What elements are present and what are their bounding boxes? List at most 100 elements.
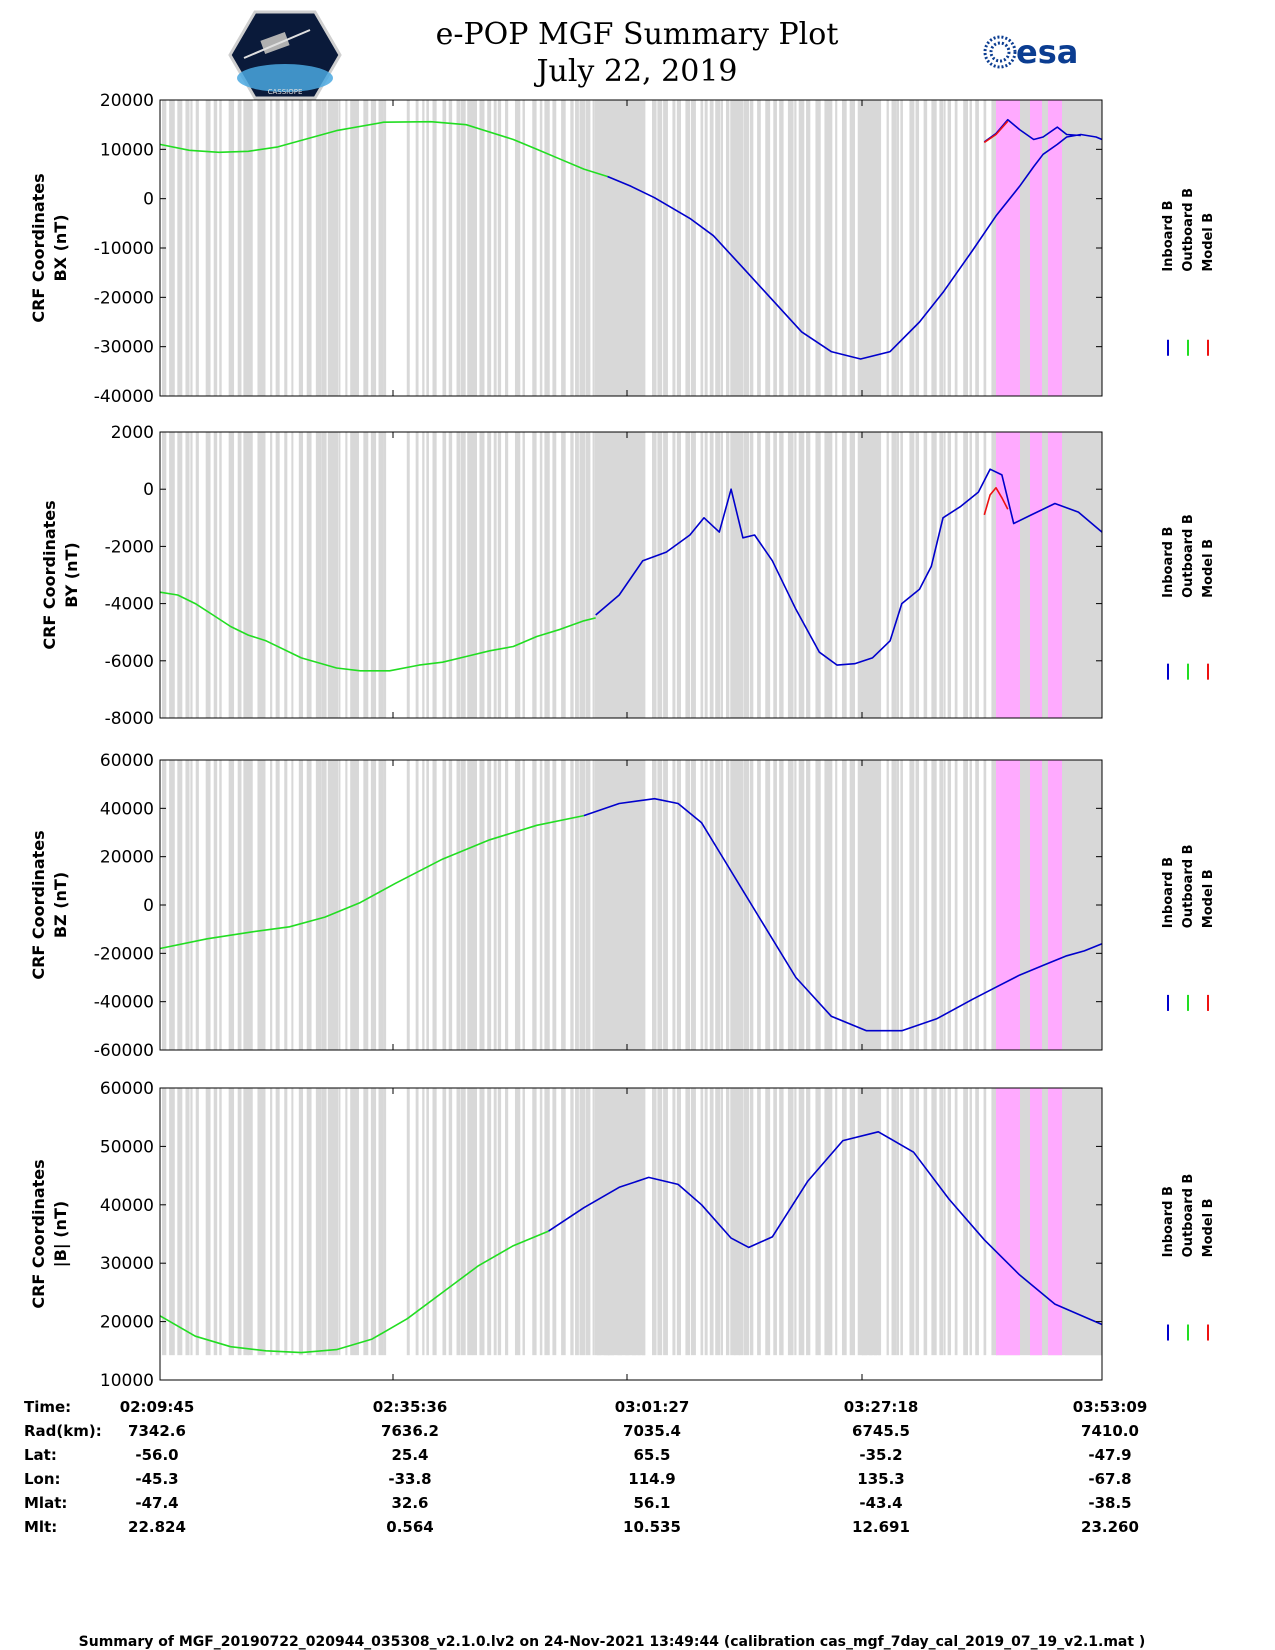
grey-stripe bbox=[306, 432, 312, 718]
grey-stripe bbox=[720, 760, 724, 1050]
grey-stripe bbox=[685, 760, 690, 1050]
grey-stripe bbox=[954, 760, 958, 1050]
table-cell: -67.8 bbox=[1088, 1470, 1131, 1488]
table-cell: -33.8 bbox=[388, 1470, 431, 1488]
grey-stripe bbox=[350, 100, 356, 396]
grey-stripe bbox=[532, 1088, 537, 1356]
time-tick-label: 03:53:09 bbox=[1073, 1398, 1148, 1416]
grey-stripe bbox=[954, 1088, 958, 1356]
grey-band bbox=[862, 432, 880, 718]
grey-stripe bbox=[315, 760, 322, 1050]
pink-band bbox=[996, 760, 1020, 1050]
grey-stripe bbox=[915, 760, 920, 1050]
grey-stripe bbox=[709, 100, 714, 396]
grey-stripe bbox=[743, 1088, 750, 1356]
grey-stripe bbox=[657, 432, 663, 718]
grey-stripe bbox=[257, 432, 263, 718]
grey-stripe bbox=[479, 432, 485, 718]
plot-title: e-POP MGF Summary Plot bbox=[436, 17, 839, 52]
grey-stripe bbox=[185, 760, 190, 1050]
grey-stripe bbox=[315, 432, 322, 718]
grey-stripe bbox=[321, 432, 327, 718]
grey-stripe bbox=[345, 760, 348, 1050]
grey-stripe bbox=[651, 1088, 657, 1356]
grey-stripe bbox=[298, 1088, 304, 1356]
grey-stripe bbox=[663, 1088, 668, 1356]
grey-stripe bbox=[467, 100, 473, 396]
y-tick-label: -8000 bbox=[105, 709, 154, 729]
grey-stripe bbox=[835, 100, 838, 396]
grey-stripe bbox=[931, 100, 937, 396]
grey-stripe bbox=[169, 432, 175, 718]
grey-stripe bbox=[939, 432, 944, 718]
grey-stripe bbox=[378, 100, 383, 396]
grey-stripe bbox=[579, 100, 586, 396]
table-cell: 7410.0 bbox=[1081, 1422, 1139, 1440]
grey-stripe bbox=[700, 432, 704, 718]
grey-stripe bbox=[849, 432, 856, 718]
table-cell: -47.9 bbox=[1088, 1446, 1131, 1464]
grey-stripe bbox=[355, 760, 359, 1050]
grey-stripe bbox=[243, 760, 249, 1050]
grey-stripe bbox=[205, 1088, 211, 1356]
grey-stripe bbox=[493, 432, 497, 718]
grey-stripe bbox=[544, 100, 550, 396]
grey-stripe bbox=[472, 432, 477, 718]
grey-stripe bbox=[195, 432, 199, 718]
grey-stripe bbox=[487, 1088, 492, 1356]
pink-band bbox=[996, 432, 1020, 718]
time-tick-label: 03:27:18 bbox=[844, 1398, 919, 1416]
grey-stripe bbox=[663, 432, 668, 718]
y-tick-label: 60000 bbox=[100, 751, 154, 771]
grey-stripe bbox=[715, 432, 721, 718]
grey-stripe bbox=[378, 760, 383, 1050]
grey-stripe bbox=[969, 432, 972, 718]
grey-stripe bbox=[947, 100, 952, 396]
legend: Inboard B Outboard B Model B bbox=[1161, 1174, 1216, 1341]
grey-stripe bbox=[275, 760, 280, 1050]
table-row-label: Mlt: bbox=[24, 1518, 57, 1536]
grey-stripe bbox=[734, 432, 740, 718]
grey-stripe bbox=[552, 100, 557, 396]
y-tick-label: -2000 bbox=[105, 537, 154, 557]
grey-stripe bbox=[257, 760, 263, 1050]
legend-inboard-label: Inboard B bbox=[1161, 200, 1176, 271]
legend-inboard-label: Inboard B bbox=[1161, 1186, 1176, 1257]
logo-caption: CASSIOPE bbox=[268, 88, 303, 96]
grey-stripe bbox=[757, 432, 761, 718]
grey-stripe bbox=[406, 432, 410, 718]
grey-stripe bbox=[493, 760, 497, 1050]
legend: Inboard B Outboard B Model B bbox=[1161, 188, 1216, 356]
grey-stripe bbox=[442, 1088, 447, 1356]
y-tick-label: 0 bbox=[143, 896, 154, 916]
grey-stripe bbox=[779, 432, 784, 718]
grey-stripe bbox=[931, 1088, 937, 1356]
background-stripes bbox=[162, 1088, 1102, 1356]
grey-stripe bbox=[426, 1088, 429, 1356]
table-cell: -47.4 bbox=[135, 1494, 178, 1512]
grey-stripe bbox=[332, 760, 339, 1050]
grey-stripe bbox=[514, 760, 521, 1050]
grey-stripe bbox=[497, 100, 502, 396]
grey-stripe bbox=[291, 1088, 294, 1356]
grey-stripe bbox=[442, 760, 447, 1050]
grey-stripe bbox=[406, 760, 410, 1050]
table-row-label: Lon: bbox=[24, 1470, 61, 1488]
grey-stripe bbox=[841, 1088, 847, 1356]
y-tick-label: -20000 bbox=[94, 944, 154, 964]
grey-stripe bbox=[363, 1088, 369, 1356]
grey-stripe bbox=[243, 100, 249, 396]
grey-stripe bbox=[886, 760, 889, 1050]
grey-stripe bbox=[383, 760, 387, 1050]
legend: Inboard B Outboard B Model B bbox=[1161, 514, 1216, 680]
grey-stripe bbox=[448, 1088, 453, 1356]
grey-stripe bbox=[544, 1088, 550, 1356]
grey-stripe bbox=[969, 100, 972, 396]
y-tick-label: 0 bbox=[143, 480, 154, 500]
grey-stripe bbox=[262, 100, 266, 396]
series-model-b bbox=[983, 120, 1009, 144]
table-cell: 114.9 bbox=[628, 1470, 675, 1488]
grey-stripe bbox=[284, 100, 288, 396]
grey-stripe bbox=[370, 760, 377, 1050]
grey-stripe bbox=[765, 760, 771, 1050]
